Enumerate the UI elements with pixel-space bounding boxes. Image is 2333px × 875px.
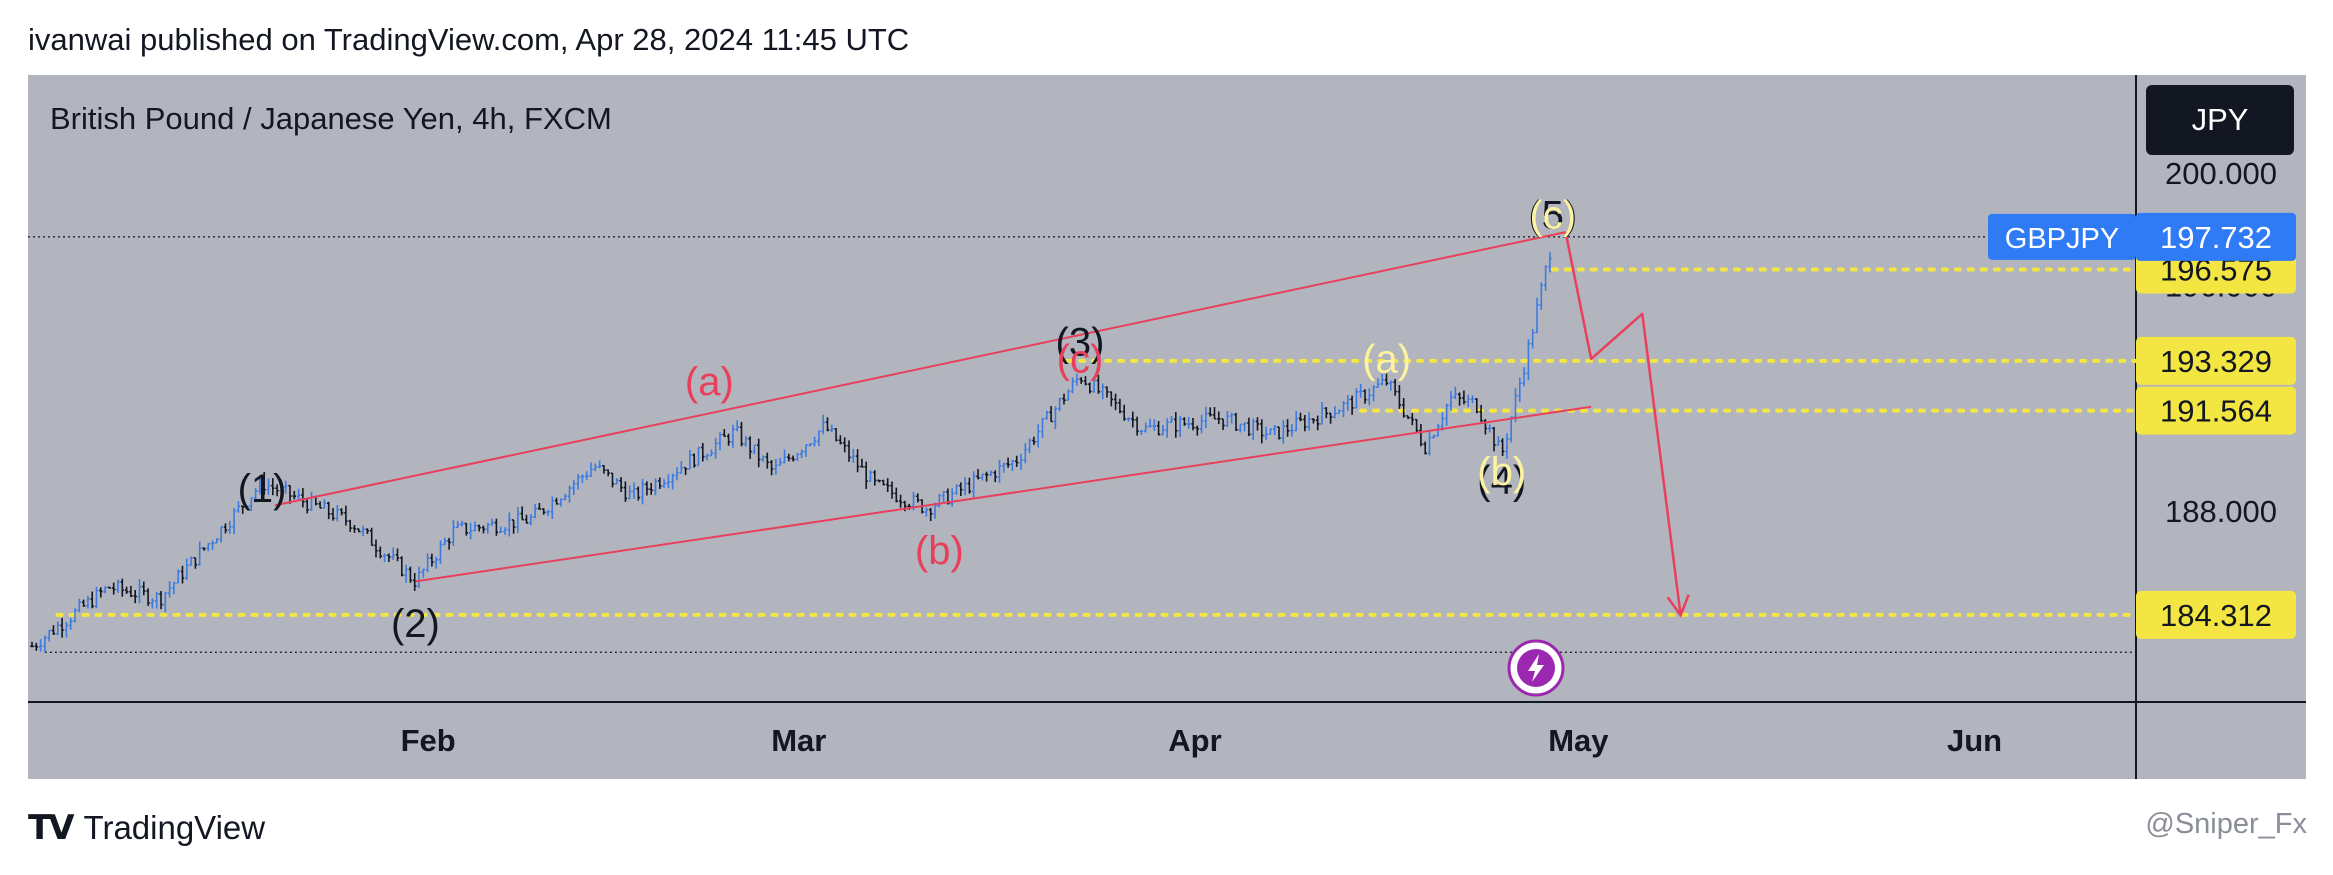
channel-upper-line[interactable]	[274, 231, 1566, 507]
brand-name: TradingView	[83, 809, 266, 846]
projection-arrowhead	[1666, 594, 1690, 618]
chart-title: British Pound / Japanese Yen, 4h, FXCM	[50, 101, 612, 136]
svg-text:GBPJPY: GBPJPY	[2005, 223, 2119, 255]
price-chart[interactable]: (1) (2) (3) (4) (5) (a) (b) (c) (a) (b) (c) 200.00…	[28, 75, 2306, 779]
level-price-tag[interactable]: 193.329	[2136, 336, 2296, 385]
y-tick-label: 200.000	[2165, 156, 2277, 191]
svg-text:193.329: 193.329	[2160, 344, 2272, 379]
svg-text:191.564: 191.564	[2160, 394, 2272, 429]
x-tick-label: Apr	[1168, 723, 1221, 758]
lightning-icon[interactable]	[1507, 639, 1565, 697]
wave-label-black: (4)	[1477, 458, 1526, 502]
svg-text:184.312: 184.312	[2160, 598, 2272, 633]
wave-label-red: (b)	[915, 529, 964, 573]
level-price-tag[interactable]: 184.312	[2136, 590, 2296, 639]
x-tick-label: Feb	[401, 723, 456, 758]
currency-button[interactable]: JPY	[2146, 85, 2294, 155]
level-price-tag[interactable]: 191.564	[2136, 386, 2296, 435]
x-tick-label: May	[1548, 723, 1609, 758]
x-tick-label: Mar	[771, 723, 826, 758]
wave-label-black: (2)	[391, 602, 440, 646]
wave-label-red: (c)	[1057, 337, 1104, 381]
wave-label-black: (1)	[238, 467, 287, 511]
symbol-price-tag[interactable]: GBPJPY	[1988, 213, 2136, 260]
channel-lower-line[interactable]	[415, 405, 1592, 583]
chart-panel[interactable]: (1) (2) (3) (4) (5) (a) (b) (c) (a) (b) (c) 200.00…	[28, 75, 2306, 779]
projection-path[interactable]	[1564, 231, 1682, 616]
wave-label-yellow: (b)	[1477, 450, 1526, 494]
author-watermark: @Sniper_Fx	[2145, 808, 2307, 840]
wave-label-yellow: (a)	[1362, 337, 1411, 381]
publish-info: ivanwai published on TradingView.com, Ap…	[28, 22, 910, 57]
wave-label-red: (a)	[685, 360, 734, 404]
svg-text:197.732: 197.732	[2160, 220, 2272, 255]
tradingview-logo[interactable]: TV TradingView	[28, 808, 265, 848]
y-tick-label: 188.000	[2165, 494, 2277, 529]
x-tick-label: Jun	[1947, 723, 2002, 758]
tradingview-mark-icon: TV	[28, 808, 74, 848]
wave-label-yellow: (c)	[1529, 194, 1576, 238]
wave-label-black: (3)	[1056, 320, 1105, 364]
wave-label-black: (5)	[1528, 194, 1577, 238]
current-price-tag[interactable]: 197.732	[2136, 212, 2296, 261]
